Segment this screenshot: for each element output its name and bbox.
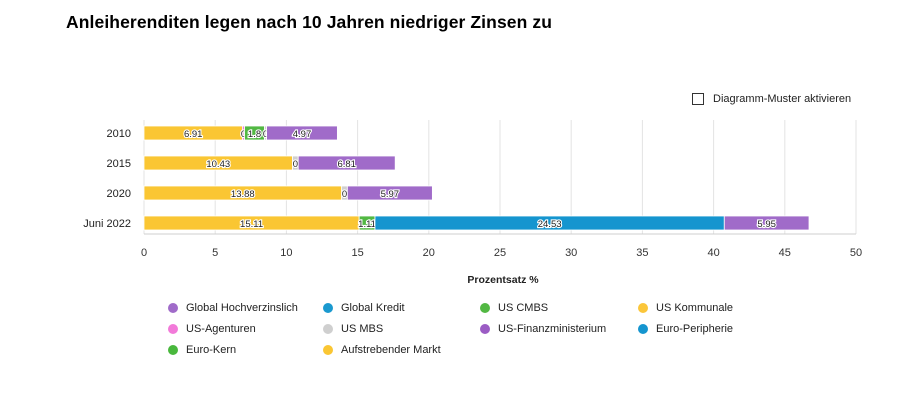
pattern-checkbox[interactable] xyxy=(692,93,704,105)
x-tick-label: 40 xyxy=(707,247,719,259)
legend-label: US Kommunale xyxy=(656,302,734,314)
legend-label: Euro-Peripherie xyxy=(656,323,734,335)
bar-data-label: 6.81 xyxy=(337,159,356,170)
legend-swatch xyxy=(480,303,490,313)
bar-segment xyxy=(297,155,396,171)
chart-title: Anleiherenditen legen nach 10 Jahren nie… xyxy=(66,12,552,32)
bar-data-label: 13.88 xyxy=(231,189,255,200)
x-tick-label: 30 xyxy=(565,247,577,259)
legend-label: US-Finanzministerium xyxy=(498,323,607,335)
category-label: Juni 2022 xyxy=(83,218,131,230)
category-label: 2015 xyxy=(107,158,131,170)
bar-segment xyxy=(723,215,810,231)
bar-data-label: 1.8 xyxy=(248,129,261,140)
bar-data-label: 0 xyxy=(241,129,246,140)
legend-swatch xyxy=(638,303,648,313)
x-tick-label: 50 xyxy=(850,247,862,259)
legend-swatch xyxy=(323,303,333,313)
pattern-toggle[interactable]: Diagramm-Muster aktivieren xyxy=(692,93,851,105)
x-tick-label: 5 xyxy=(212,247,218,259)
bar-data-label: 1.11 xyxy=(358,219,376,230)
bar-data-label: 6.91 xyxy=(184,129,203,140)
x-tick-label: 0 xyxy=(141,247,147,259)
legend-swatch xyxy=(168,303,178,313)
legend-item[interactable]: Euro-Kern xyxy=(168,344,236,356)
x-tick-label: 10 xyxy=(280,247,292,259)
legend-item[interactable]: Global Kredit xyxy=(323,302,405,314)
x-tick-label: 35 xyxy=(636,247,648,259)
pattern-toggle-label: Diagramm-Muster aktivieren xyxy=(713,93,852,105)
bar-data-label: 24.53 xyxy=(538,219,562,230)
legend-item[interactable]: Euro-Peripherie xyxy=(638,323,733,335)
legend-label: Global Hochverzinslich xyxy=(186,302,298,314)
legend-item[interactable]: US CMBS xyxy=(480,302,548,314)
bar-segment xyxy=(346,185,433,201)
legend-label: Euro-Kern xyxy=(186,344,237,356)
legend-label: US-Agenturen xyxy=(186,323,256,335)
legend-label: US MBS xyxy=(341,323,384,335)
legend-item[interactable]: Global Hochverzinslich xyxy=(168,302,298,314)
x-axis-title: Prozentsatz % xyxy=(467,274,539,286)
x-tick-label: 15 xyxy=(351,247,363,259)
bar-segment xyxy=(266,125,338,141)
legend-swatch xyxy=(323,345,333,355)
bar-data-label: 0 xyxy=(263,129,268,140)
legend-label: Aufstrebender Markt xyxy=(341,344,441,356)
bar-data-label: 15.11 xyxy=(240,219,263,230)
bar-data-label: 5.95 xyxy=(757,219,776,230)
legend-item[interactable]: US-Finanzministerium xyxy=(480,323,606,335)
bar-data-label: 4.97 xyxy=(293,129,312,140)
x-tick-label: 25 xyxy=(494,247,506,259)
legend-label: US CMBS xyxy=(498,302,549,314)
legend-swatch xyxy=(480,324,490,334)
bar-data-label: 0 xyxy=(293,159,298,170)
x-tick-label: 20 xyxy=(423,247,435,259)
legend-swatch xyxy=(168,345,178,355)
legend-item[interactable]: US MBS xyxy=(323,323,383,335)
legend-label: Global Kredit xyxy=(341,302,405,314)
category-label: 2010 xyxy=(107,128,131,140)
bar-data-label: 10.43 xyxy=(206,159,230,170)
legend-swatch xyxy=(323,324,333,334)
stacked-bar-chart: 0 5 10 15 20 25 30 35 40 45 50 Prozentsatz % 2010 201… xyxy=(83,120,862,286)
legend-item[interactable]: US Kommunale xyxy=(638,302,733,314)
bar-data-label: 0 xyxy=(342,189,347,200)
category-label: 2020 xyxy=(107,188,131,200)
bar-data-label: 5.97 xyxy=(381,189,400,200)
legend-item[interactable]: Aufstrebender Markt xyxy=(323,344,441,356)
legend-swatch xyxy=(168,324,178,334)
legend-swatch xyxy=(638,324,648,334)
x-tick-label: 45 xyxy=(779,247,791,259)
legend-item[interactable]: US-Agenturen xyxy=(168,323,256,335)
